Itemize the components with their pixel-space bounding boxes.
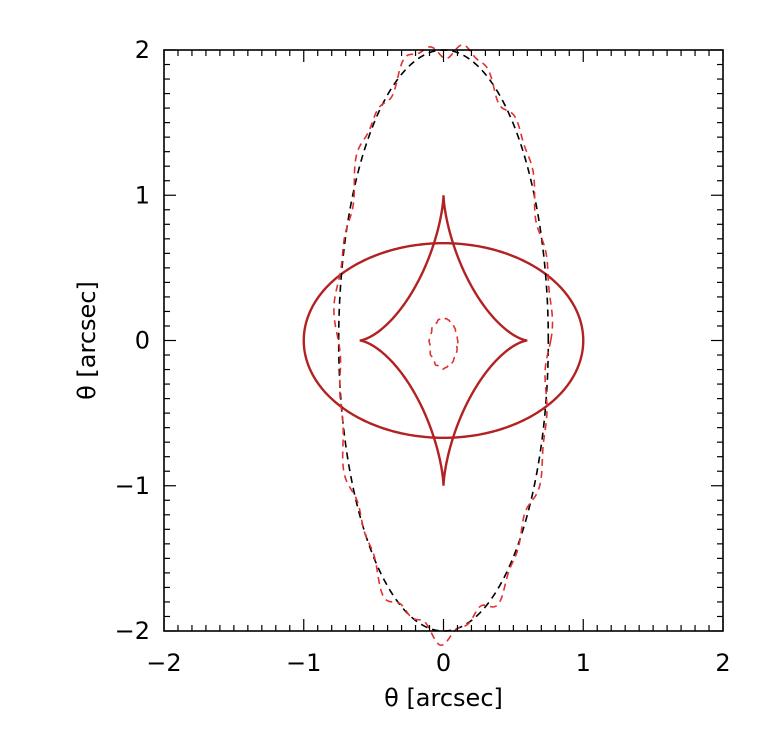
y-tick-label: 0 xyxy=(135,327,150,355)
tick-labels-layer: −2 −1 0 1 2 −2 −1 0 1 2 xyxy=(115,36,731,677)
x-tick-label: −1 xyxy=(286,649,321,677)
ticks-layer xyxy=(163,49,724,632)
x-tick-label: 0 xyxy=(436,649,451,677)
y-tick-label: 2 xyxy=(135,36,150,64)
x-tick-label: −2 xyxy=(146,649,181,677)
y-tick-label: −1 xyxy=(115,472,150,500)
series-ellipse-4 xyxy=(428,317,459,370)
series-ellipse-3 xyxy=(333,44,554,647)
series-ellipse-0 xyxy=(302,241,585,440)
x-tick-label: 2 xyxy=(715,649,730,677)
x-tick-label: 1 xyxy=(576,649,591,677)
plot-frame xyxy=(163,49,724,632)
x-axis-label: θ [arcsec] xyxy=(384,684,503,712)
y-tick-label: 1 xyxy=(135,181,150,209)
series-astroid-1 xyxy=(359,195,528,486)
curves-layer xyxy=(302,44,585,647)
y-axis-label: θ [arcsec] xyxy=(73,281,101,400)
y-tick-label: −2 xyxy=(115,617,150,645)
